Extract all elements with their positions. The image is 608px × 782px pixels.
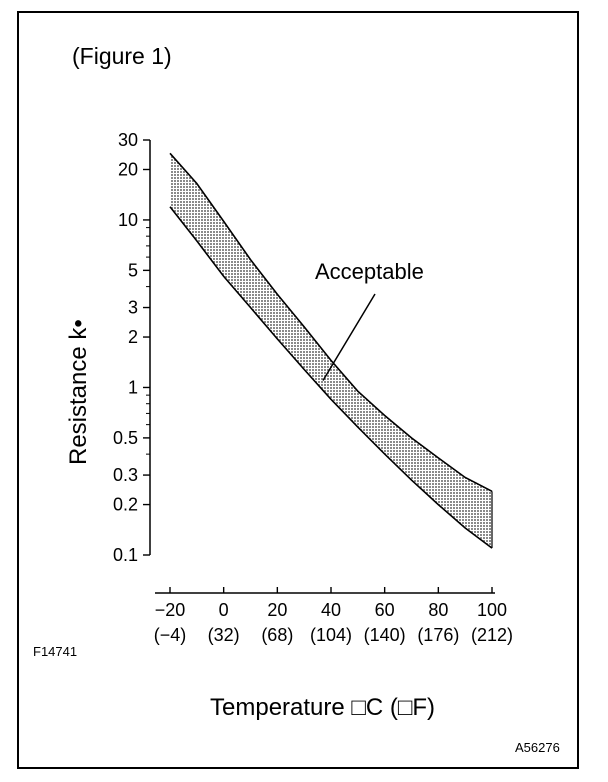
x-tick-label-celsius: 0 [219, 600, 229, 620]
series-lines [169, 152, 493, 549]
lower-limit-line [169, 206, 493, 549]
y-tick-label: 0.3 [113, 465, 138, 485]
x-tick-label-fahrenheit: (176) [417, 625, 459, 645]
y-tick-label: 3 [128, 298, 138, 318]
x-tick-label-fahrenheit: (32) [208, 625, 240, 645]
acceptable-band [170, 153, 492, 549]
x-tick-label-fahrenheit: (212) [471, 625, 513, 645]
x-tick-label-celsius: 40 [321, 600, 341, 620]
y-tick-label: 30 [118, 130, 138, 150]
x-tick-label-fahrenheit: (68) [261, 625, 293, 645]
y-tick-label: 10 [118, 210, 138, 230]
y-tick-label: 2 [128, 327, 138, 347]
figure-title: (Figure 1) [72, 43, 172, 69]
y-axis-label: Resistance k• [65, 319, 92, 465]
y-tick-label: 1 [128, 377, 138, 397]
x-tick-label-celsius: 80 [428, 600, 448, 620]
x-tick-label-celsius: 60 [375, 600, 395, 620]
acceptable-annotation: Acceptable [315, 259, 424, 284]
x-axis-ticks: −20 (−4) 0 (32) 20 (68) 40 (104) 60 (140) 80 (176) 1… [154, 587, 513, 645]
x-axis-label: Temperature □C (□F) [210, 694, 435, 721]
y-axis-ticks: 30 20 10 5 3 2 1 0.5 0.3 0.2 0.1 [113, 130, 150, 565]
x-tick-label-celsius: 20 [267, 600, 287, 620]
y-tick-label: 0.2 [113, 495, 138, 515]
y-tick-label: 5 [128, 260, 138, 280]
x-tick-label-fahrenheit: (−4) [154, 625, 187, 645]
upper-limit-line [169, 152, 493, 493]
y-tick-label: 20 [118, 160, 138, 180]
annotation-leader-line [322, 293, 376, 381]
x-tick-label-celsius: 100 [477, 600, 507, 620]
x-tick-label-fahrenheit: (104) [310, 625, 352, 645]
figure-id-right: A56276 [515, 740, 560, 755]
y-tick-label: 0.1 [113, 545, 138, 565]
figure-id-left: F14741 [33, 644, 77, 659]
figure-frame [17, 11, 579, 769]
y-tick-label: 0.5 [113, 428, 138, 448]
x-tick-label-celsius: −20 [155, 600, 186, 620]
acceptable-band-fill [170, 153, 492, 549]
x-tick-label-fahrenheit: (140) [364, 625, 406, 645]
